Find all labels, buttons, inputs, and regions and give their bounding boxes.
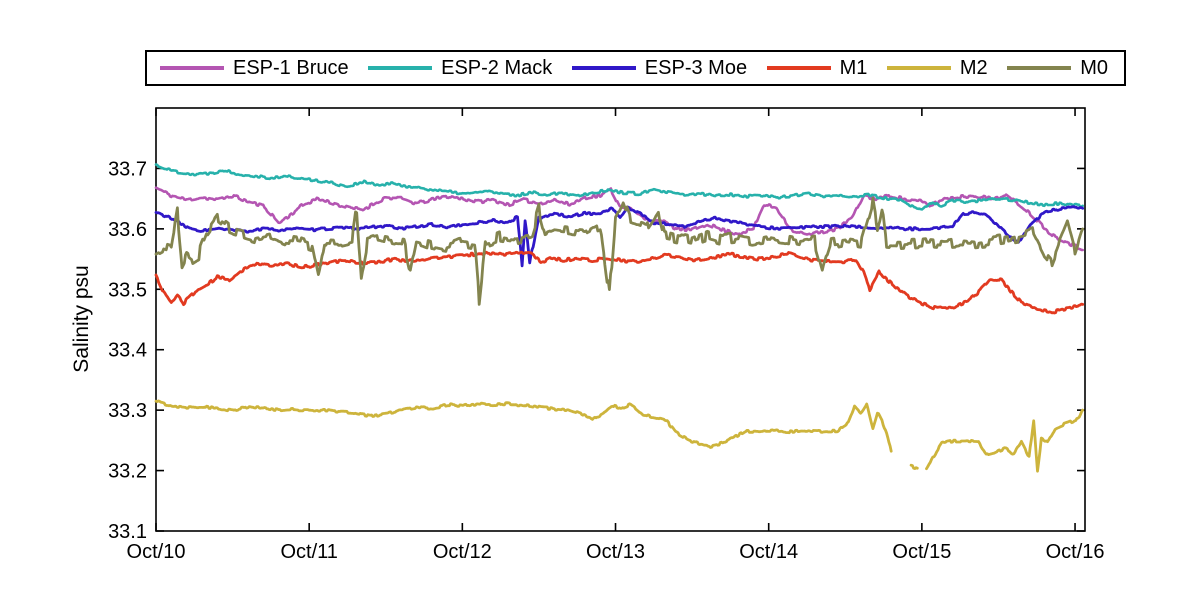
series-line-m2 — [925, 408, 1085, 473]
legend-item-esp-1-bruce: ESP-1 Bruce — [160, 58, 349, 78]
x-tick-label-oct-11: Oct/11 — [280, 541, 337, 563]
y-tick-label-33-7: 33.7 — [108, 158, 147, 180]
y-axis-title: Salinity psu — [70, 265, 93, 372]
y-tick-label-33-1: 33.1 — [108, 521, 147, 543]
legend-swatch-m1 — [766, 66, 831, 70]
series-line-m1 — [154, 250, 1085, 315]
series-line-m2 — [154, 399, 893, 453]
legend-item-m1: M1 — [766, 57, 868, 79]
y-tick-label-33-6: 33.6 — [108, 219, 147, 241]
x-tick-label-oct-10: Oct/10 — [127, 541, 186, 563]
legend-label-m2: M2 — [959, 57, 988, 79]
series-line-esp-2-mack — [154, 163, 1084, 211]
series-line-esp-1-bruce — [154, 186, 1084, 252]
x-tick-label-oct-12: Oct/12 — [433, 541, 492, 563]
legend-swatch-esp-3-moe — [571, 66, 636, 70]
legend-swatch-esp-1-bruce — [160, 66, 224, 70]
axes-layer: Oct/10 Oct/11 Oct/12 Oct/13 Oct/14 Oct/15 Oct/… — [108, 107, 1105, 563]
legend-label-esp-3-moe: ESP-3 Moe — [644, 57, 748, 79]
legend-item-esp-3-moe: ESP-3 Moe — [571, 57, 748, 79]
legend-item-m0: M0 — [1007, 58, 1108, 78]
legend-box: ESP-1 Bruce ESP-2 Mack ESP-3 Moe M1 M2 M0 — [145, 50, 1126, 86]
legend-label-esp-2-mack: ESP-2 Mack — [441, 57, 553, 79]
series-line-m2 — [909, 463, 919, 471]
x-tick-label-oct-13: Oct/13 — [586, 541, 645, 563]
legend-item-esp-2-mack: ESP-2 Mack — [368, 58, 552, 78]
y-tick-label-33-5: 33.5 — [108, 279, 147, 301]
legend-swatch-m2 — [886, 66, 951, 70]
x-tick-label-oct-14: Oct/14 — [739, 541, 798, 563]
y-tick-label-33-4: 33.4 — [108, 340, 147, 362]
y-tick-label-33-2: 33.2 — [108, 461, 147, 483]
series-line-m0 — [154, 196, 1085, 306]
legend-label-m0: M0 — [1080, 57, 1108, 79]
series-layer — [154, 163, 1085, 473]
plot-frame — [155, 107, 1086, 532]
legend-label-esp-1-bruce: ESP-1 Bruce — [233, 57, 349, 79]
legend-label-m1: M1 — [839, 57, 868, 79]
x-tick-label-oct-16: Oct/16 — [1046, 541, 1105, 563]
legend-item-m2: M2 — [886, 57, 988, 79]
legend-swatch-esp-2-mack — [368, 66, 433, 70]
x-tick-label-oct-15: Oct/15 — [892, 541, 951, 563]
y-tick-label-33-3: 33.3 — [108, 400, 147, 422]
series-line-esp-3-moe — [154, 205, 1085, 268]
legend-swatch-m0 — [1007, 66, 1072, 70]
